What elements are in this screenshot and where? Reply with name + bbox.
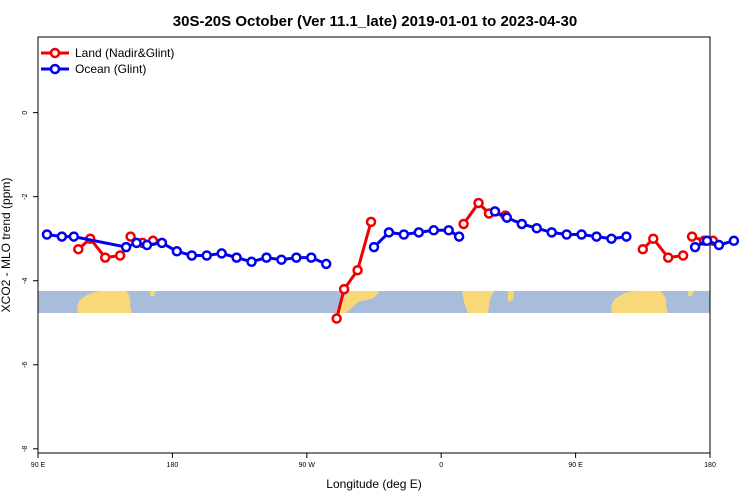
series-1-point-1-2 [398, 229, 410, 240]
series-0-point-0-2 [99, 252, 111, 263]
y-axis-ticks: 0 -2 -4 -6 -8 [22, 111, 38, 452]
series-1-point-1-4 [428, 225, 439, 236]
series-1-point-0-11 [231, 252, 242, 263]
series-1-point-0-1 [56, 231, 68, 242]
chart-title: 30S-20S October (Ver 11.1_late) 2019-01-… [173, 13, 577, 30]
series-0-point-3-1 [473, 197, 484, 209]
series-0-point-4-0 [637, 243, 649, 255]
x-tick-label-0: 90 E [31, 462, 46, 469]
series-1-point-0-7 [171, 246, 183, 257]
legend-land-marker [49, 47, 61, 59]
x-tick-label-3: 0 [439, 462, 443, 469]
series-1-point-2-8 [606, 233, 617, 244]
series-0-line-0 [77, 236, 121, 260]
ocean-band [38, 291, 710, 313]
land-patch-new-caledonia [150, 291, 156, 296]
y-tick-label-2: -4 [22, 278, 29, 284]
series-1-point-1-1 [383, 227, 395, 238]
series-1-point-2-3 [531, 222, 543, 234]
series-1-point-0-8 [186, 250, 198, 261]
series-0-point-4-3 [677, 250, 689, 261]
series-1-point-2-7 [591, 231, 602, 242]
series-1-point-0-2 [68, 231, 80, 242]
series-0-point-2-2 [352, 264, 363, 276]
series-1-point-0-16 [306, 252, 317, 263]
series-1-point-0-14 [276, 254, 287, 265]
land-ocean-band [38, 291, 710, 313]
y-tick-label-1: -2 [22, 193, 29, 199]
series-0-point-5-0 [686, 231, 698, 242]
land-patch-madagascar [508, 291, 514, 302]
series-1-point-1-0 [368, 241, 380, 253]
legend-ocean-marker [49, 63, 61, 75]
x-tick-label-5: 180 [704, 462, 716, 469]
y-tick-label-4: -8 [22, 446, 29, 452]
legend-ocean-label: Ocean (Glint) [75, 62, 146, 76]
series-1-point-2-6 [576, 229, 587, 240]
series-0-point-2-3 [365, 216, 377, 228]
series-0-point-0-3 [114, 250, 126, 261]
series-0-point-2-0 [331, 313, 342, 324]
series-1-point-3-1 [701, 235, 713, 247]
x-tick-label-2: 90 W [299, 462, 316, 469]
land-patch-south-america [336, 291, 380, 313]
series-1-point-2-9 [621, 231, 632, 242]
series-1-point-0-10 [216, 248, 227, 259]
y-tick-label-3: -6 [22, 362, 29, 368]
legend: Land (Nadir&Glint) Ocean (Glint) [41, 46, 174, 76]
series-1-point-0-17 [320, 258, 332, 270]
series-0-point-3-0 [458, 218, 469, 230]
series-0-point-0-0 [73, 243, 84, 255]
series-layer [41, 197, 740, 324]
series-1-point-0-5 [141, 239, 153, 251]
series-1-point-1-3 [413, 227, 425, 238]
series-0-point-4-1 [648, 233, 659, 244]
y-axis-label: XCO2 - MLO trend (ppm) [0, 178, 13, 313]
x-axis-ticks: 90 E 180 90 W 0 90 E 180 [31, 453, 716, 469]
series-1-point-0-4 [131, 237, 142, 249]
land-patch-australia [77, 291, 132, 313]
series-1 [41, 206, 740, 270]
x-tick-label-1: 180 [167, 462, 179, 469]
series-1-point-0-13 [261, 252, 272, 263]
series-1-line-3 [694, 239, 735, 249]
series-1-point-2-1 [501, 212, 513, 223]
series-1-point-0-15 [291, 252, 302, 263]
series-1-point-3-2 [713, 239, 725, 251]
series-1-line-2 [494, 210, 627, 241]
land-patch-africa [462, 291, 494, 313]
series-1-point-3-3 [728, 235, 740, 247]
series-0-point-2-1 [338, 283, 350, 295]
series-1-point-0-3 [120, 241, 132, 253]
series-1-point-2-4 [546, 227, 557, 238]
series-1-point-2-0 [489, 206, 501, 217]
land-patch-australia-2 [611, 291, 668, 313]
series-1-point-3-0 [689, 241, 701, 253]
series-1-point-1-5 [443, 225, 454, 236]
x-axis-label: Longitude (deg E) [326, 477, 421, 491]
x-tick-label-4: 90 E [568, 462, 583, 469]
series-1-point-0-9 [201, 250, 212, 261]
series-0-line-4 [641, 236, 684, 260]
legend-land-label: Land (Nadir&Glint) [75, 46, 174, 60]
series-1-point-0-0 [41, 229, 53, 240]
series-1-point-1-6 [453, 231, 465, 242]
land-patch-new-caledonia-2 [688, 291, 694, 296]
y-tick-label-0: 0 [22, 111, 29, 115]
series-1-point-0-6 [156, 237, 168, 249]
series-0-line-2 [335, 221, 373, 319]
series-0-point-1-0 [125, 231, 136, 242]
series-1-point-2-2 [516, 218, 528, 230]
series-0-point-4-2 [662, 252, 674, 263]
series-1-point-0-12 [246, 256, 257, 268]
series-1-point-2-5 [561, 229, 572, 240]
